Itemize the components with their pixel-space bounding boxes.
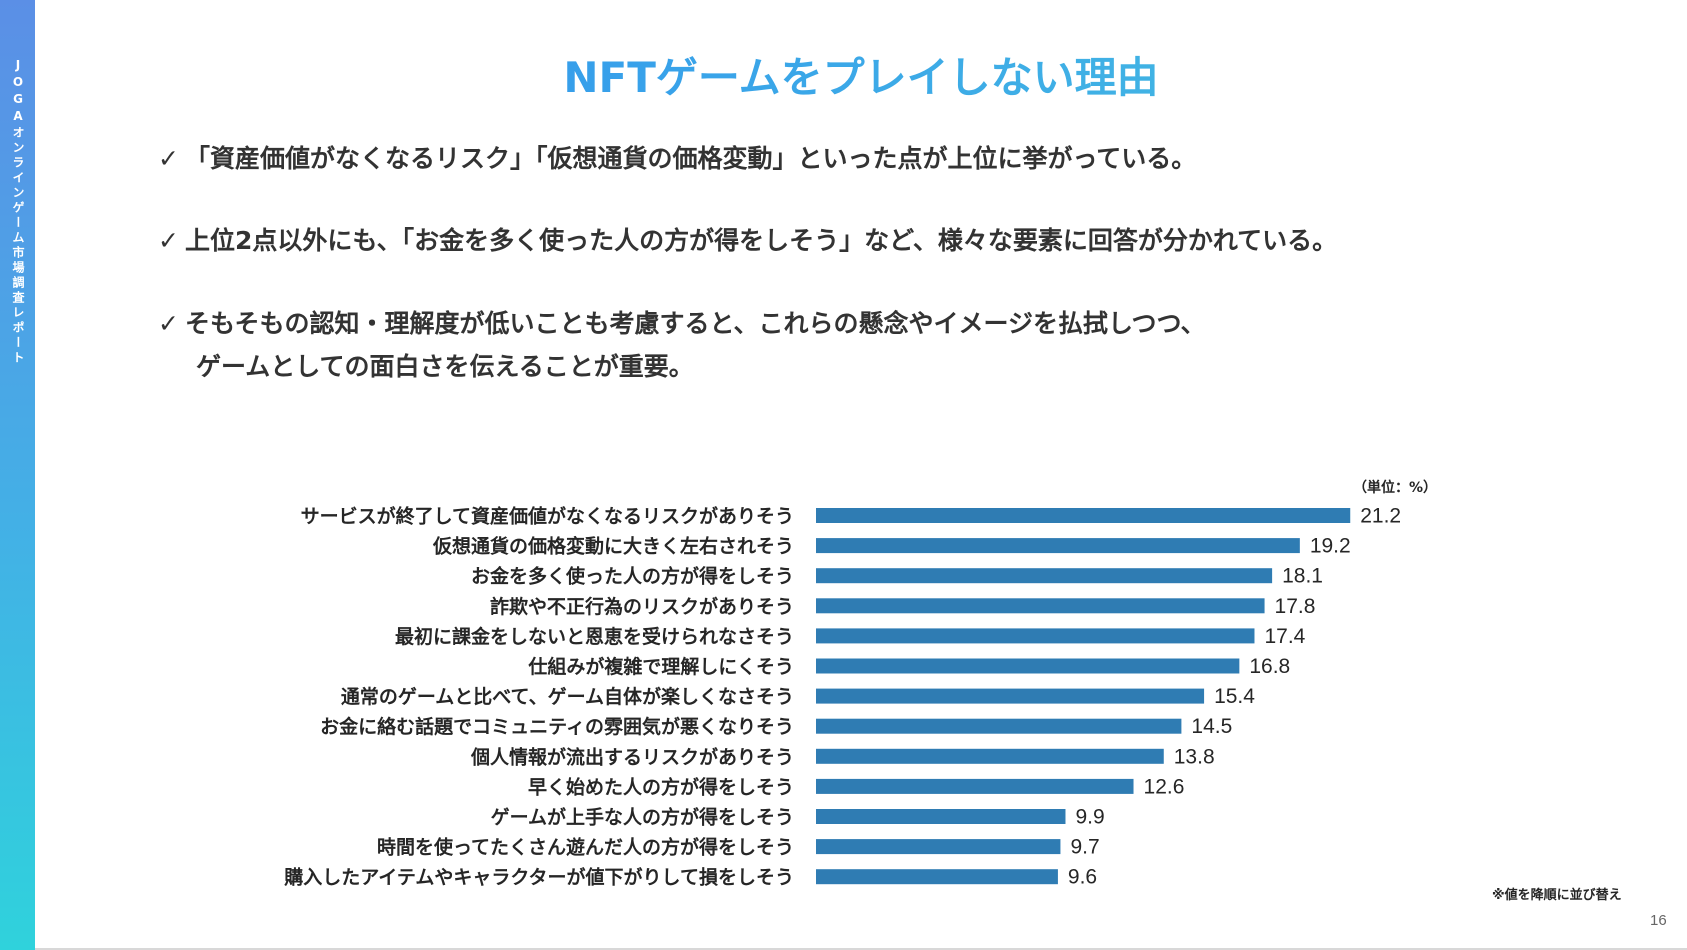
value-label: 9.7 — [1070, 836, 1099, 859]
bullet-2: ✓ 上位2点以外にも、「お金を多く使った人の方が得をしそう」など、様々な要素に回答… — [158, 219, 1337, 262]
bar — [816, 568, 1273, 584]
value-label: 9.9 — [1075, 806, 1104, 829]
value-label: 13.8 — [1174, 745, 1215, 768]
value-label: 21.2 — [1360, 505, 1401, 528]
value-label: 16.8 — [1249, 655, 1290, 678]
category-label: 仕組みが複雑で理解しにくそう — [527, 655, 794, 678]
bar — [816, 538, 1300, 554]
value-label: 17.4 — [1264, 625, 1305, 648]
category-label: 詐欺や不正行為のリスクがありそう — [490, 595, 794, 618]
bar — [816, 658, 1240, 674]
category-label: サービスが終了して資産価値がなくなるリスクがありそう — [301, 505, 794, 528]
category-label: お金を多く使った人の方が得をしそう — [471, 565, 794, 588]
category-label: 仮想通貨の価格変動に大きく左右されそう — [432, 535, 794, 558]
bar — [816, 508, 1351, 523]
chart-unit-label: （単位：%） — [1353, 480, 1438, 496]
sidebar-accent-bar: JOGAオンラインゲーム市場調査レポート — [0, 0, 35, 950]
slide-title: NFTゲームをプレイしない理由 — [35, 44, 1687, 105]
report-series-label: JOGAオンラインゲーム市場調査レポート — [11, 58, 25, 366]
bullet-2-text: 上位2点以外にも、「お金を多く使った人の方が得をしそう」など、様々な要素に回答が… — [184, 226, 1338, 255]
check-icon: ✓ — [158, 144, 179, 173]
category-label: 個人情報が流出するリスクがありそう — [470, 745, 794, 768]
bar — [816, 778, 1134, 794]
bar — [816, 688, 1205, 704]
bar — [816, 748, 1164, 764]
value-label: 9.6 — [1068, 866, 1097, 889]
bar — [816, 628, 1255, 644]
value-label: 15.4 — [1214, 685, 1255, 708]
value-label: 19.2 — [1310, 535, 1351, 558]
value-label: 12.6 — [1144, 775, 1185, 798]
category-label: 時間を使ってたくさん遊んだ人の方が得をしそう — [377, 836, 794, 859]
bullet-3-text-line1: そもそもの認知・理解度が低いことも考慮すると、これらの懸念やイメージを払拭しつつ… — [184, 309, 1206, 338]
sort-note: ※値を降順に並び替え — [1492, 888, 1622, 903]
bar — [816, 809, 1066, 824]
bar — [816, 598, 1265, 614]
bar — [816, 839, 1061, 855]
bullet-1-text: 「資産価値がなくなるリスク」「仮想通貨の価格変動」といった点が上位に挙がっている… — [184, 144, 1197, 173]
value-label: 18.1 — [1282, 565, 1323, 588]
category-label: 通常のゲームと比べて、ゲーム自体が楽しくなさそう — [341, 685, 794, 708]
category-label: 最初に課金をしないと恩恵を受けられなさそう — [395, 625, 794, 648]
check-icon: ✓ — [158, 226, 179, 255]
category-label: 早く始めた人の方が得をしそう — [528, 775, 794, 798]
category-label: 購入したアイテムやキャラクターが値下がりして損をしそう — [284, 866, 794, 889]
category-label: お金に絡む話題でコミュニティの雰囲気が悪くなりそう — [320, 715, 794, 738]
footer-divider — [35, 948, 1687, 950]
page-number: 16 — [1650, 912, 1667, 929]
bar — [816, 869, 1058, 885]
bullet-3-text-line2: ゲームとしての面白さを伝えることが重要。 — [196, 352, 694, 381]
check-icon: ✓ — [158, 309, 179, 338]
value-label: 14.5 — [1191, 715, 1232, 738]
bar — [816, 718, 1182, 734]
bullet-3: ✓ そもそもの認知・理解度が低いことも考慮すると、これらの懸念やイメージを払拭しつ… — [158, 302, 1205, 388]
category-label: ゲームが上手な人の方が得をしそう — [491, 806, 794, 829]
bullet-1: ✓ 「資産価値がなくなるリスク」「仮想通貨の価格変動」といった点が上位に挙がってい… — [158, 137, 1196, 180]
value-label: 17.8 — [1275, 595, 1316, 618]
